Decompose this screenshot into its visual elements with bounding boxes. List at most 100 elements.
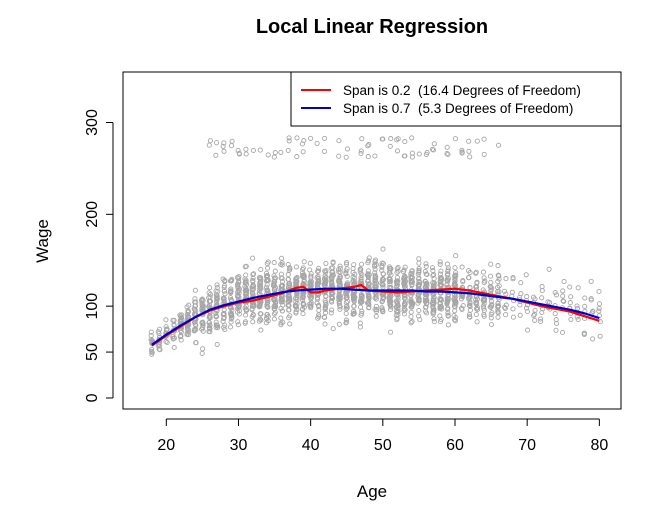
scatter-point [359,292,365,299]
y-axis-label: Wage [33,219,52,263]
scatter-point [221,310,227,316]
scatter-point [409,300,415,306]
scatter-point [495,304,501,310]
x-axis: 20 30 40 50 60 70 80 [157,418,608,454]
scatter-point [207,323,213,329]
legend-label-span-0-7: Span is 0.7 (5.3 Degrees of Freedom) [343,101,573,116]
scatter-point [532,307,538,313]
scatter-point [386,275,392,282]
scatter-point [445,313,451,319]
scatter-point [445,305,451,311]
scatter-point [228,319,234,325]
scatter-point [480,269,487,275]
scatter-point [316,265,322,271]
scatter-point [207,285,213,291]
scatter-point [206,142,212,148]
scatter-point [438,304,444,310]
scatter-point [402,295,408,301]
scatter-point [243,291,249,297]
scatter-point [322,321,328,327]
scatter-point [229,138,235,144]
scatter-point [315,273,321,280]
scatter-point [415,271,421,277]
scatter-point [263,270,270,276]
scatter-point [552,311,558,317]
scatter-point [300,297,306,303]
scatter-point [350,311,356,317]
scatter-point [495,301,501,307]
scatter-point [424,300,430,306]
scatter-point [294,135,300,141]
scatter-point [438,303,444,309]
scatter-point [437,261,443,267]
scatter-point [213,319,219,325]
scatter-point [467,314,473,320]
scatter-point [538,316,544,322]
scatter-point [343,317,349,323]
scatter-point [597,333,603,339]
scatter-point [213,152,219,158]
scatter-point [424,271,430,278]
scatter-point [352,275,358,281]
scatter-point [394,315,400,321]
scatter-point [538,318,544,325]
scatter-point [249,286,255,292]
scatter-point [416,256,422,262]
scatter-point [431,282,437,289]
scatter-point [503,276,509,282]
scatter-point [278,320,284,326]
scatter-point [329,307,335,313]
scatter-point [453,293,459,299]
scatter-point [467,307,473,313]
scatter-point [344,319,350,325]
scatter-point [192,303,198,309]
scatter-point [213,322,219,328]
scatter-point [278,305,284,311]
scatter-point [227,289,233,295]
scatter-point [590,309,596,315]
scatter-point [402,299,408,305]
scatter-point [213,324,219,330]
scatter-point [539,288,545,294]
scatter-point [178,333,184,339]
scatter-point [264,300,270,306]
scatter-point [488,261,494,267]
scatter-point [437,259,443,265]
scatter-point [228,286,234,292]
scatter-point [402,139,408,145]
scatter-point [539,295,545,301]
scatter-point [213,140,220,146]
scatter-point [438,276,444,282]
scatter-point [373,313,379,319]
scatter-point [445,267,451,273]
scatter-point [568,294,574,300]
scatter-point [170,334,176,340]
scatter-point [416,296,422,302]
scatter-point [366,293,372,299]
scatter-point [358,304,364,310]
scatter-point [590,336,596,342]
y-tick-label: 100 [84,293,101,320]
scatter-point [278,315,284,321]
scatter-point [409,135,415,141]
scatter-point [221,298,227,305]
scatter-point [343,270,349,276]
scatter-point [465,275,472,281]
scatter-point [365,281,371,287]
scatter-point [495,309,501,315]
scatter-point [156,346,162,352]
scatter-point [474,307,480,313]
scatter-point [337,282,343,288]
scatter-point [271,297,277,303]
scatter-point [452,295,458,301]
scatter-point [191,328,197,334]
scatter-point [343,259,350,266]
scatter-point [423,261,429,267]
regression-line-span-0-7 [151,287,600,346]
scatter-point [328,265,334,271]
scatter-point [301,301,307,308]
regression-lines [151,283,600,347]
scatter-point [257,274,263,281]
scatter-point [438,268,444,274]
scatter-point [294,300,300,307]
